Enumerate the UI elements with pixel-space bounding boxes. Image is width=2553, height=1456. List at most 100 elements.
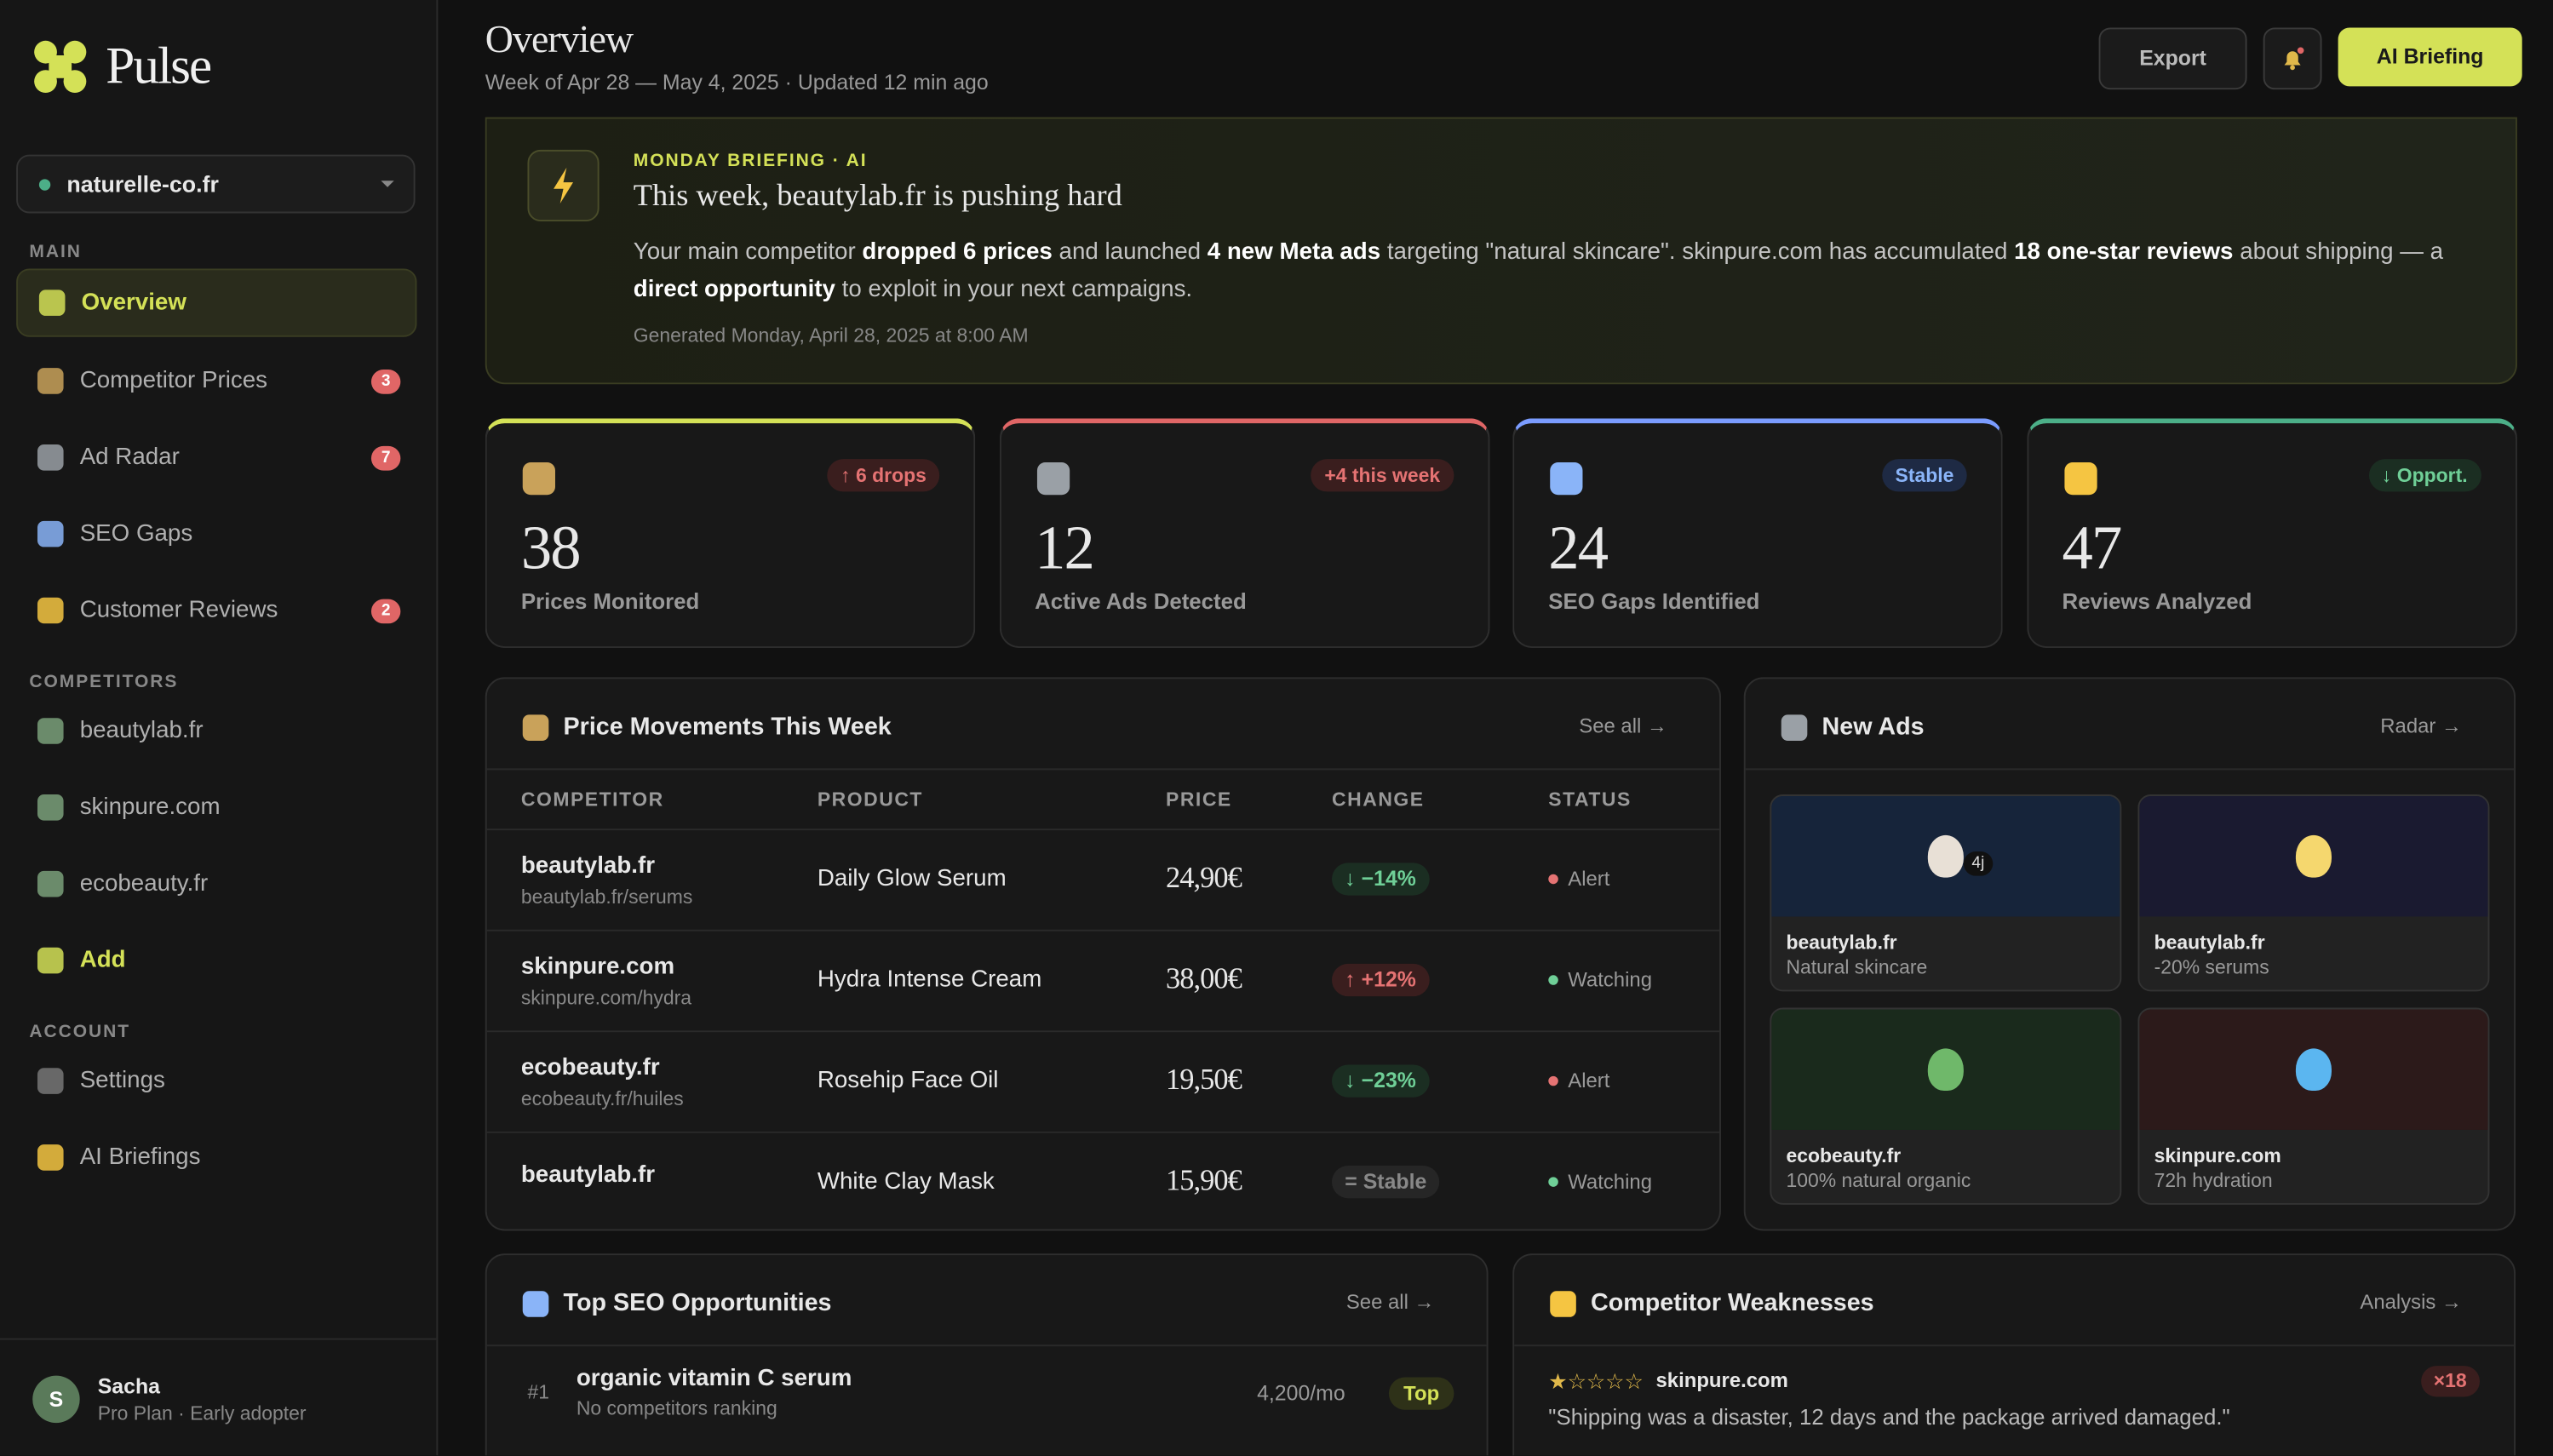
nav-icon	[37, 718, 64, 744]
panel-title: Competitor Weaknesses	[1591, 1289, 1874, 1317]
ad-image	[2139, 1009, 2488, 1130]
stat-badge: ↑ 6 drops	[827, 459, 940, 492]
brand: Pulse	[106, 36, 212, 95]
competitor: skinpure.com	[520, 954, 675, 981]
nav-label: beautylab.fr	[79, 718, 204, 744]
competitor-url: skinpure.com/hydra	[520, 986, 692, 1010]
briefing-text: targeting "natural skincare". skinpure.c…	[1380, 239, 2015, 266]
nav-label: Customer Reviews	[79, 597, 278, 624]
nav-label: AI Briefings	[79, 1144, 201, 1171]
see-all-link[interactable]: See all →	[1345, 1291, 1435, 1314]
ad-icon	[2295, 1048, 2332, 1092]
briefing-title: This week, beautylab.fr is pushing hard	[633, 179, 1122, 214]
nav-label: Settings	[79, 1068, 165, 1094]
nav-label: SEO Gaps	[79, 520, 193, 547]
nav-item[interactable]: Settings	[16, 1048, 416, 1113]
nav-item[interactable]: Ad Radar 7	[16, 425, 416, 490]
status-dot	[1548, 874, 1558, 885]
page-subtitle: Week of Apr 28 — May 4, 2025 · Updated 1…	[485, 70, 989, 95]
status: Watching	[1548, 969, 1652, 991]
price: 19,50€	[1165, 1063, 1242, 1096]
status-label: Alert	[1568, 868, 1610, 891]
briefing-icon	[527, 149, 600, 222]
nav-item[interactable]: AI Briefings	[16, 1125, 416, 1189]
section-title: MAIN	[29, 242, 82, 262]
ad-icon	[1927, 834, 1964, 878]
ad-card[interactable]: beautylab.fr -20% serums	[2137, 794, 2490, 992]
status-dot	[1548, 1075, 1558, 1086]
nav-icon	[37, 870, 64, 897]
nav-item[interactable]: SEO Gaps	[16, 502, 416, 566]
column-header: CHANGE	[1332, 788, 1425, 811]
review-quote: "Shipping was a disaster, 12 days and th…	[1548, 1405, 2230, 1430]
table-row[interactable]: ecobeauty.fr ecobeauty.fr/huiles Rosehip F…	[486, 1030, 1720, 1132]
competitor: beautylab.fr	[520, 1162, 655, 1189]
status-dot	[1548, 975, 1558, 985]
divider	[486, 768, 1720, 771]
panel-title: Top SEO Opportunities	[563, 1289, 832, 1317]
user[interactable]: S Sacha Pro Plan · Early adopter	[0, 1338, 437, 1456]
stat-badge: Stable	[1882, 459, 1967, 492]
competitor-url: beautylab.fr/serums	[520, 886, 693, 909]
ad-text: Natural skincare	[1786, 955, 1928, 979]
nav-item[interactable]: Add	[16, 928, 416, 993]
ad-card[interactable]: skinpure.com 72h hydration	[2137, 1007, 2490, 1205]
logo	[34, 40, 87, 93]
keyword: organic vitamin C serum	[576, 1366, 852, 1392]
stat-label: Reviews Analyzed	[2062, 589, 2252, 614]
briefing-text: dropped 6 prices	[862, 239, 1053, 266]
table-row[interactable]: beautylab.fr beautylab.fr/serums Daily Glo…	[486, 828, 1720, 930]
nav: MAIN Overview Competitor Prices 3 Ad Radar 7 S…	[0, 236, 436, 1201]
stat-icon	[522, 462, 555, 496]
icon	[522, 1291, 549, 1317]
nav-item[interactable]: Overview	[16, 268, 417, 337]
briefing-text: direct opportunity	[633, 277, 835, 303]
ad-brand: ecobeauty.fr	[1786, 1144, 1902, 1167]
product: Daily Glow Serum	[817, 866, 1007, 892]
nav-item[interactable]: beautylab.fr	[16, 698, 416, 763]
briefing-text: Your main competitor	[633, 239, 863, 266]
panel-title: New Ads	[1822, 713, 1925, 741]
change: = Stable	[1332, 1165, 1440, 1199]
nav-item[interactable]: Competitor Prices 3	[16, 348, 416, 413]
briefing-text: to exploit in your next campaigns.	[835, 277, 1193, 303]
notifications-button[interactable]	[2263, 27, 2322, 90]
stat-card: Stable 24 SEO Gaps Identified	[1512, 418, 2003, 648]
status: Watching	[1548, 1170, 1653, 1194]
ad-card[interactable]: 4j beautylab.fr Natural skincare	[1770, 794, 2122, 992]
briefing-label: MONDAY BRIEFING · AI	[633, 151, 868, 171]
stat-label: Prices Monitored	[520, 589, 700, 614]
stat-card: ↓ Opport. 47 Reviews Analyzed	[2026, 418, 2516, 648]
ad-text: -20% serums	[2154, 955, 2269, 979]
change: ↑ +12%	[1332, 963, 1430, 997]
site-selector[interactable]: naturelle-co.fr	[16, 154, 416, 214]
ad-icon	[2295, 834, 2332, 878]
seo-row[interactable]: #1 organic vitamin C serum No competitors …	[487, 1346, 1487, 1439]
briefing-body: Your main competitor dropped 6 prices an…	[634, 234, 2457, 309]
status-label: Watching	[1568, 1170, 1653, 1194]
table-row[interactable]: beautylab.fr White Clay Mask 15,90€ = Stabl…	[486, 1131, 1720, 1230]
review-count: ×18	[2420, 1366, 2480, 1397]
nav-item[interactable]: Customer Reviews 2	[16, 578, 416, 643]
nav-icon	[37, 1144, 64, 1171]
ad-text: 100% natural organic	[1786, 1168, 1971, 1192]
ai-briefing-button[interactable]: AI Briefing	[2338, 27, 2522, 87]
nav-item[interactable]: ecobeauty.fr	[16, 851, 416, 916]
status: Alert	[1548, 868, 1609, 891]
analysis-link[interactable]: Analysis →	[2360, 1291, 2462, 1314]
radar-link[interactable]: Radar →	[2380, 714, 2462, 738]
nav-label: Overview	[81, 289, 186, 316]
competitor-url: ecobeauty.fr/huiles	[520, 1087, 684, 1110]
ad-text: 72h hydration	[2154, 1168, 2273, 1192]
status-dot	[1548, 1177, 1558, 1187]
divider	[1514, 1344, 2515, 1347]
table-row[interactable]: skinpure.com skinpure.com/hydra Hydra Inte…	[486, 929, 1720, 1031]
export-button[interactable]: Export	[2098, 27, 2247, 90]
ad-card[interactable]: ecobeauty.fr 100% natural organic	[1770, 1007, 2122, 1205]
stat-icon	[1550, 462, 1583, 496]
competitor: beautylab.fr	[520, 852, 655, 880]
ad-image	[1771, 1009, 2120, 1130]
see-all-link[interactable]: See all →	[1579, 714, 1667, 738]
change: ↓ −14%	[1332, 863, 1430, 896]
nav-item[interactable]: skinpure.com	[16, 775, 416, 840]
